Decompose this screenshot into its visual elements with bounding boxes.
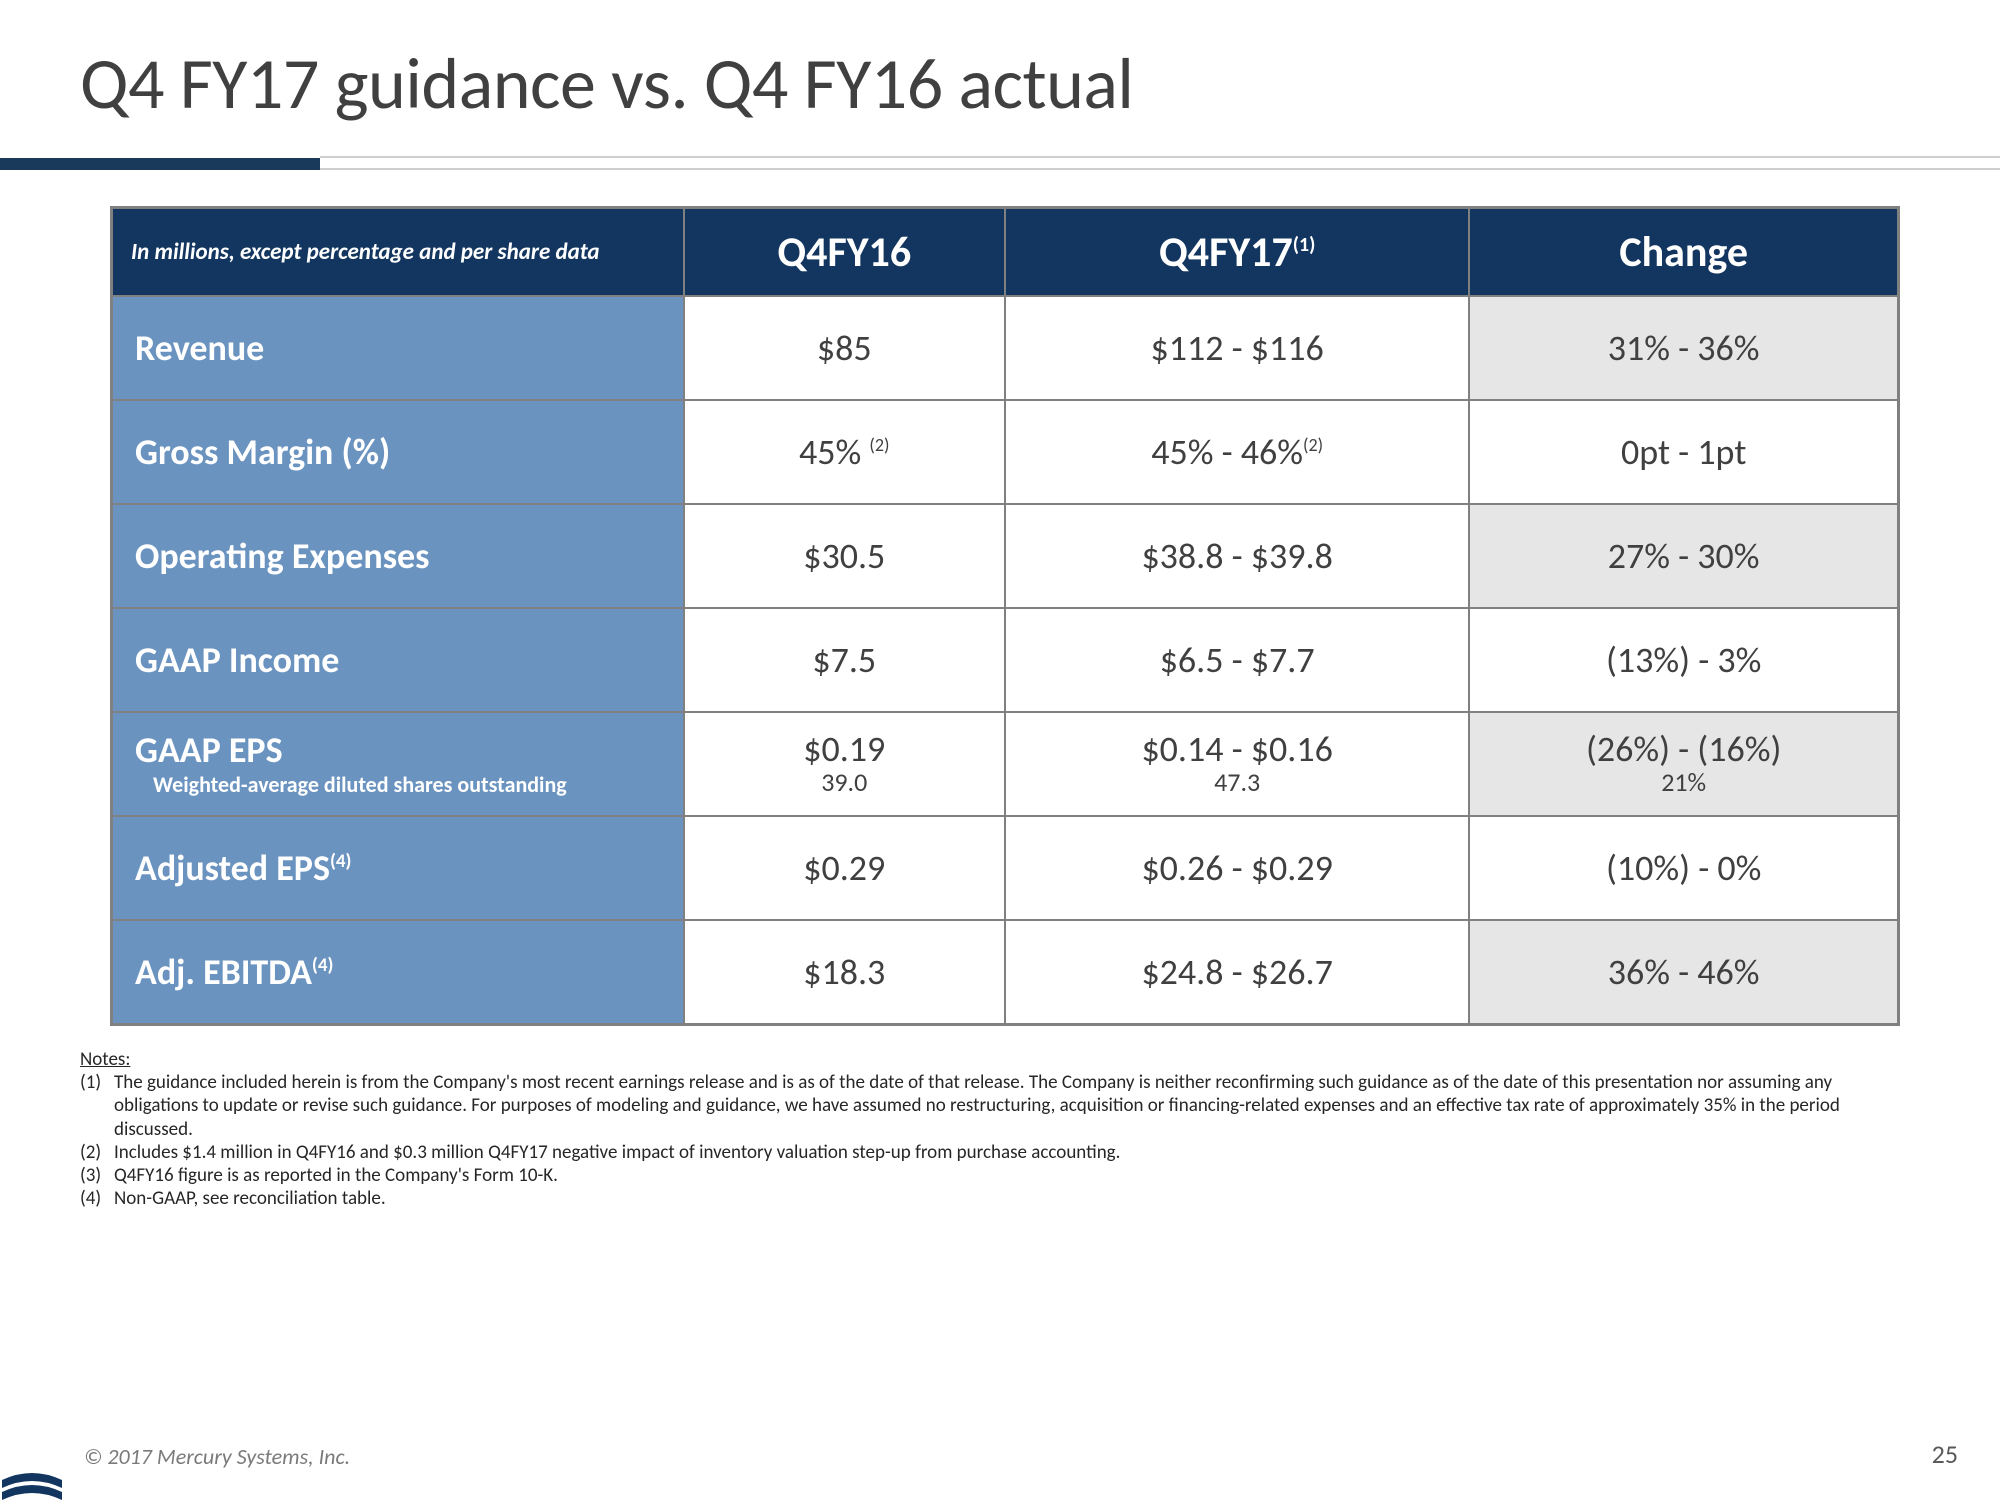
table-cell: (13%) - 3% — [1469, 608, 1898, 712]
footnotes: Notes: (1)The guidance included herein i… — [80, 1048, 1900, 1210]
footnote-item: (3)Q4FY16 figure is as reported in the C… — [80, 1164, 1900, 1187]
table-cell: 45% - 46%(2) — [1005, 400, 1469, 504]
table-cell: $18.3 — [684, 920, 1005, 1024]
slide: Q4 FY17 guidance vs. Q4 FY16 actual In m… — [0, 0, 2000, 1500]
table-cell: 0pt - 1pt — [1469, 400, 1898, 504]
footnote-num: (4) — [80, 1187, 114, 1210]
table-cell: $38.8 - $39.8 — [1005, 504, 1469, 608]
footnotes-heading: Notes: — [80, 1048, 1900, 1071]
title-rule-light — [320, 156, 2000, 170]
col-label: Q4FY16 — [777, 227, 911, 278]
table-cell: $0.29 — [684, 816, 1005, 920]
row-label: Revenue — [112, 296, 684, 400]
table-cell: 27% - 30% — [1469, 504, 1898, 608]
footnote-num: (3) — [80, 1164, 114, 1187]
row-label: GAAP Income — [112, 608, 684, 712]
table-cell: (10%) - 0% — [1469, 816, 1898, 920]
row-label: Adjusted EPS(4) — [112, 816, 684, 920]
table-row: Adjusted EPS(4)$0.29$0.26 - $0.29(10%) -… — [112, 816, 1898, 920]
table-cell: $112 - $116 — [1005, 296, 1469, 400]
table-body: Revenue$85$112 - $11631% - 36%Gross Marg… — [112, 296, 1898, 1024]
col-label: Change — [1619, 227, 1748, 278]
guidance-table-wrap: In millions, except percentage and per s… — [110, 206, 1900, 1026]
col-sup: (1) — [1293, 233, 1316, 257]
table-header-row: In millions, except percentage and per s… — [112, 208, 1898, 296]
table-row: GAAP Income$7.5$6.5 - $7.7(13%) - 3% — [112, 608, 1898, 712]
slide-title: Q4 FY17 guidance vs. Q4 FY16 actual — [0, 40, 2000, 156]
table-cell: (26%) - (16%)21% — [1469, 712, 1898, 816]
footnote-text: Q4FY16 figure is as reported in the Comp… — [114, 1164, 1900, 1187]
table-cell: 45% (2) — [684, 400, 1005, 504]
table-cell: $24.8 - $26.7 — [1005, 920, 1469, 1024]
table-corner: In millions, except percentage and per s… — [112, 208, 684, 296]
table-cell: $85 — [684, 296, 1005, 400]
table-row: GAAP EPSWeighted-average diluted shares … — [112, 712, 1898, 816]
table-cell: $30.5 — [684, 504, 1005, 608]
footnote-num: (2) — [80, 1141, 114, 1164]
footnote-item: (1)The guidance included herein is from … — [80, 1071, 1900, 1141]
row-label: GAAP EPSWeighted-average diluted shares … — [112, 712, 684, 816]
row-label: Operating Expenses — [112, 504, 684, 608]
slide-footer: © 2017 Mercury Systems, Inc. 25 — [0, 1416, 2000, 1476]
footnote-item: (4)Non-GAAP, see reconciliation table. — [80, 1187, 1900, 1210]
table-cell: $0.1939.0 — [684, 712, 1005, 816]
table-row: Revenue$85$112 - $11631% - 36% — [112, 296, 1898, 400]
table-cell: $0.26 - $0.29 — [1005, 816, 1469, 920]
footnote-text: Includes $1.4 million in Q4FY16 and $0.3… — [114, 1141, 1900, 1164]
footnote-item: (2)Includes $1.4 million in Q4FY16 and $… — [80, 1141, 1900, 1164]
row-label: Gross Margin (%) — [112, 400, 684, 504]
table-cell: $6.5 - $7.7 — [1005, 608, 1469, 712]
table-cell: 31% - 36% — [1469, 296, 1898, 400]
table-cell: 36% - 46% — [1469, 920, 1898, 1024]
col-q4fy17: Q4FY17(1) — [1005, 208, 1469, 296]
table-cell: $0.14 - $0.1647.3 — [1005, 712, 1469, 816]
footnote-num: (1) — [80, 1071, 114, 1141]
table-row: Adj. EBITDA(4)$18.3$24.8 - $26.736% - 46… — [112, 920, 1898, 1024]
guidance-table: In millions, except percentage and per s… — [110, 206, 1900, 1026]
title-rule-dark — [0, 158, 320, 170]
table-row: Gross Margin (%)45% (2)45% - 46%(2)0pt -… — [112, 400, 1898, 504]
footnote-text: Non-GAAP, see reconciliation table. — [114, 1187, 1900, 1210]
footnotes-list: (1)The guidance included herein is from … — [80, 1071, 1900, 1210]
col-q4fy16: Q4FY16 — [684, 208, 1005, 296]
table-cell: $7.5 — [684, 608, 1005, 712]
footnote-text: The guidance included herein is from the… — [114, 1071, 1900, 1141]
page-number: 25 — [1932, 1438, 1958, 1470]
title-rule — [0, 156, 2000, 172]
col-change: Change — [1469, 208, 1898, 296]
copyright-text: © 2017 Mercury Systems, Inc. — [84, 1443, 350, 1470]
col-label: Q4FY17 — [1159, 227, 1293, 278]
table-row: Operating Expenses$30.5$38.8 - $39.827% … — [112, 504, 1898, 608]
company-logo-icon — [0, 1436, 64, 1500]
row-label: Adj. EBITDA(4) — [112, 920, 684, 1024]
